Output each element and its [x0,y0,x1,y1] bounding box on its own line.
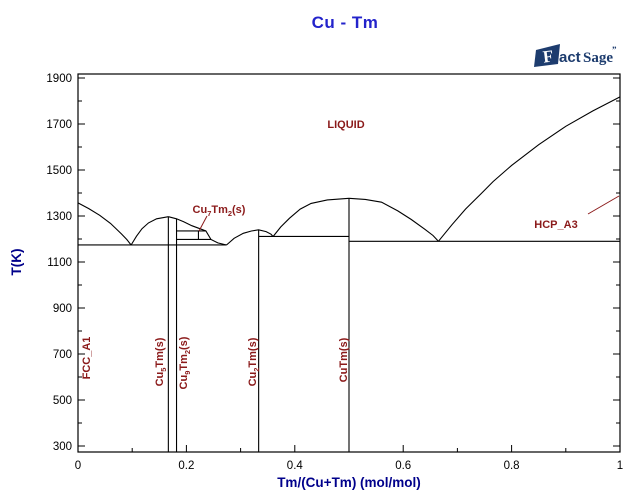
factsage-logo-act: act [559,49,581,66]
factsage-logo-shape [534,44,560,67]
x-tick-label: 0 [75,460,81,472]
phase-label-liquid: LIQUID [327,119,364,131]
x-axis-title: Tm/(Cu+Tm) (mol/mol) [277,475,421,490]
phase-label-fcc-a1: FCC_A1 [81,337,93,380]
liquidus-segment-0 [77,202,132,246]
x-tick-label: 0.4 [287,460,304,472]
x-tick-label: 0.6 [395,460,411,472]
x-tick-label: 0.8 [504,460,520,472]
x-tick-label: 0.2 [178,460,194,472]
x-tick-label: 1 [617,460,623,472]
factsage-logo-graphic: F act Sage ” [534,44,617,67]
y-tick-label: 1700 [46,119,72,131]
y-tick-label: 500 [53,395,72,407]
phase-label-cu7tm2: Cu7Tm2(s) [193,204,246,218]
y-tick-label: 300 [53,441,72,453]
y-tick-label: 700 [53,349,72,361]
liquidus-segment-1 [130,216,169,246]
liquidus-segment-5 [348,197,439,242]
phase-label-cu5tm: Cu5Tm(s) [154,337,168,386]
chart-title: Cu - Tm [311,13,379,32]
factsage-logo-mark: ” [612,45,617,55]
y-tick-label: 1300 [46,211,72,223]
phase-label-hcp-a3: HCP_A3 [534,219,577,231]
y-tick-label: 900 [53,303,72,315]
y-tick-label: 1100 [47,257,72,269]
leader-hcp-a3 [587,195,620,215]
phase-label-cu9tm2: Cu9Tm2(s) [178,336,192,389]
leader-cu7tm2 [198,215,208,232]
y-tick-label: 1500 [46,165,72,177]
liquidus-segment-6 [437,96,621,242]
liquidus-segment-4 [272,197,350,237]
factsage-logo-sage: Sage [583,50,613,66]
factsage-logo-f: F [542,46,555,66]
phase-label-cutm: CuTm(s) [338,337,350,382]
y-tick-label: 1900 [46,73,72,85]
phase-label-cu2tm: Cu2Tm(s) [247,337,261,386]
y-axis-title: T(K) [9,249,24,276]
factsage-logo: F act Sage ” [533,43,619,69]
liquidus-segment-3 [226,229,274,246]
